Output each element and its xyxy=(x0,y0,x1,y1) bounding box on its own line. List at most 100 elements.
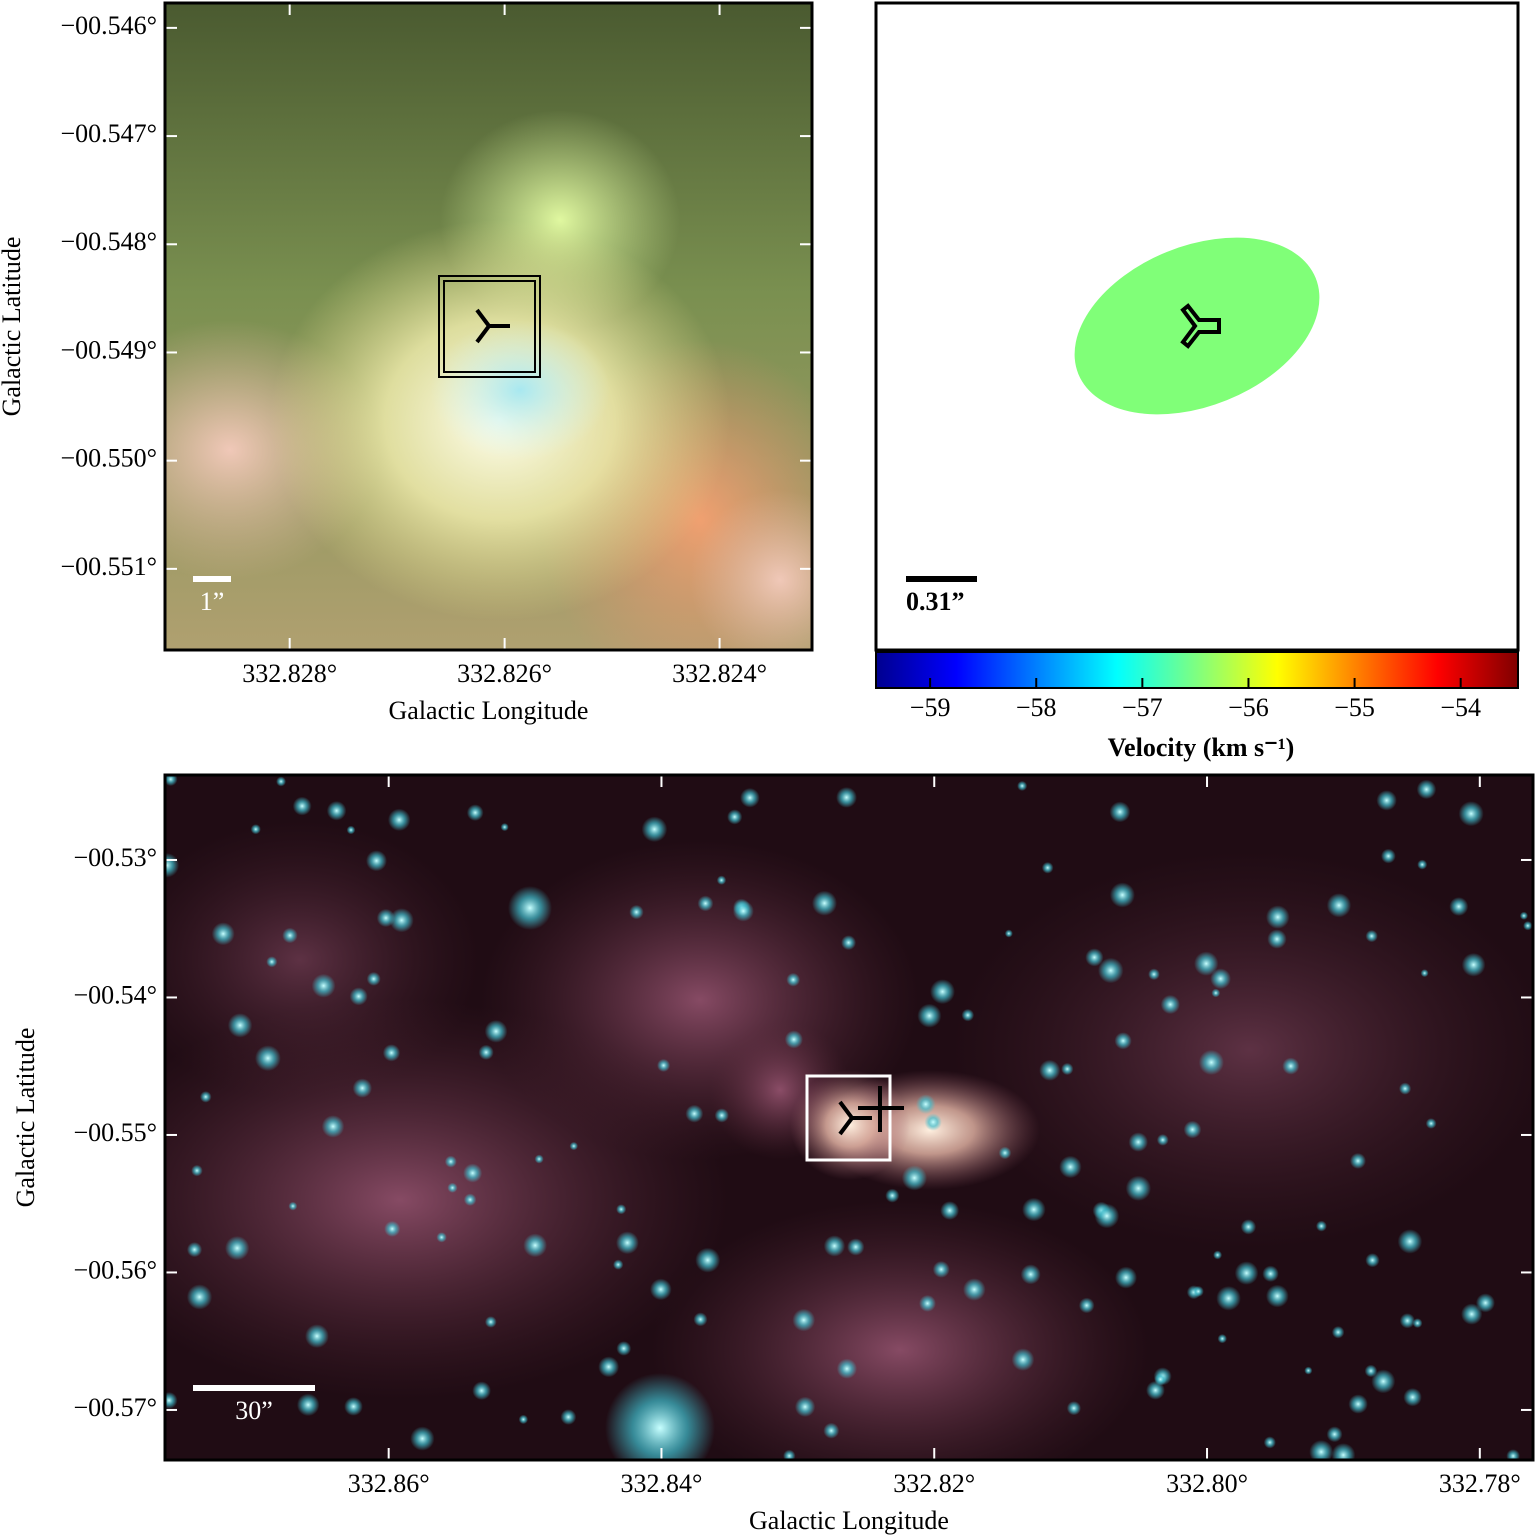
star xyxy=(727,809,743,825)
star xyxy=(387,808,411,832)
star xyxy=(901,1165,928,1191)
y-tick-label: −00.551° xyxy=(60,552,157,581)
star xyxy=(191,1164,203,1177)
x-tick-label: 332.84° xyxy=(621,1469,703,1498)
star xyxy=(384,1220,401,1237)
star xyxy=(518,1414,529,1425)
star xyxy=(1217,1333,1227,1344)
star xyxy=(292,796,312,816)
y-axis-label: Galactic Latitude xyxy=(11,1028,40,1208)
colorbar-tick-label: −59 xyxy=(910,693,951,722)
star xyxy=(1523,921,1533,931)
scale-bar-label: 30” xyxy=(235,1396,273,1425)
y-axis-label: Galactic Latitude xyxy=(0,237,26,417)
star xyxy=(1041,861,1054,874)
star xyxy=(1146,1380,1165,1400)
star xyxy=(349,987,368,1006)
star xyxy=(305,1324,329,1349)
star xyxy=(225,1235,250,1261)
y-tick-label: −00.54° xyxy=(73,980,157,1009)
star xyxy=(1148,968,1160,981)
star xyxy=(165,1391,178,1409)
star xyxy=(629,904,644,920)
star xyxy=(1331,1325,1345,1339)
star xyxy=(1066,1401,1082,1416)
star xyxy=(1265,905,1290,929)
star xyxy=(786,972,801,987)
star xyxy=(962,1278,986,1301)
star xyxy=(915,1094,936,1115)
star xyxy=(1078,1297,1095,1314)
star xyxy=(1475,1293,1495,1313)
x-tick-label: 332.82° xyxy=(893,1469,975,1498)
star xyxy=(740,787,760,808)
star xyxy=(919,1294,936,1312)
star xyxy=(823,1422,840,1439)
star xyxy=(1461,1303,1483,1325)
panel-frame xyxy=(874,1,1520,652)
star xyxy=(1213,1250,1223,1260)
star xyxy=(1160,994,1180,1015)
star xyxy=(794,1396,816,1418)
star xyxy=(296,1393,320,1417)
star xyxy=(484,1316,497,1328)
star xyxy=(1506,1449,1520,1460)
star xyxy=(365,850,387,872)
star xyxy=(463,1163,483,1183)
star xyxy=(500,822,509,832)
scale-bar-label: 1” xyxy=(200,587,225,616)
star xyxy=(165,853,180,878)
star xyxy=(1416,779,1437,800)
bright-star xyxy=(605,1373,715,1460)
star xyxy=(1282,1057,1300,1075)
star xyxy=(961,1008,975,1022)
star xyxy=(998,1146,1012,1160)
star xyxy=(1397,1229,1423,1254)
star xyxy=(930,979,955,1005)
star xyxy=(1210,968,1231,990)
star xyxy=(352,1078,373,1098)
colorbar-tick-label: −54 xyxy=(1440,693,1481,722)
star xyxy=(276,776,287,787)
star xyxy=(1365,1253,1380,1268)
star xyxy=(382,1044,401,1062)
scale-bar-label: 0.31” xyxy=(906,587,965,616)
star xyxy=(344,1397,363,1416)
star xyxy=(836,786,857,808)
star xyxy=(1349,1152,1366,1169)
star xyxy=(282,927,298,944)
star xyxy=(847,1238,865,1256)
star xyxy=(1234,1261,1259,1285)
star xyxy=(1183,1120,1202,1139)
star xyxy=(1192,1285,1204,1297)
colorbar-tick-label: −56 xyxy=(1228,693,1269,722)
star xyxy=(250,824,261,835)
star xyxy=(1085,948,1104,967)
colorbar-tick-label: −57 xyxy=(1122,693,1163,722)
star xyxy=(1365,929,1378,943)
star xyxy=(1022,1197,1046,1222)
star xyxy=(311,973,336,998)
star xyxy=(1098,957,1124,984)
star xyxy=(811,890,837,916)
star xyxy=(1364,1364,1378,1378)
x-tick-label: 332.828° xyxy=(242,659,337,688)
star xyxy=(1267,929,1287,949)
star xyxy=(1315,1220,1327,1232)
star xyxy=(641,816,668,843)
star xyxy=(1348,1394,1368,1414)
star xyxy=(1326,893,1352,918)
star xyxy=(1398,1082,1412,1095)
star xyxy=(1420,969,1429,978)
star xyxy=(1156,1134,1169,1146)
star xyxy=(783,1449,796,1460)
y-tick-label: −00.57° xyxy=(73,1393,157,1422)
star xyxy=(1326,1426,1343,1443)
star xyxy=(326,800,347,821)
star xyxy=(376,908,396,928)
star xyxy=(466,804,484,821)
star xyxy=(841,935,857,951)
star xyxy=(784,1030,803,1049)
star xyxy=(1115,1266,1138,1289)
